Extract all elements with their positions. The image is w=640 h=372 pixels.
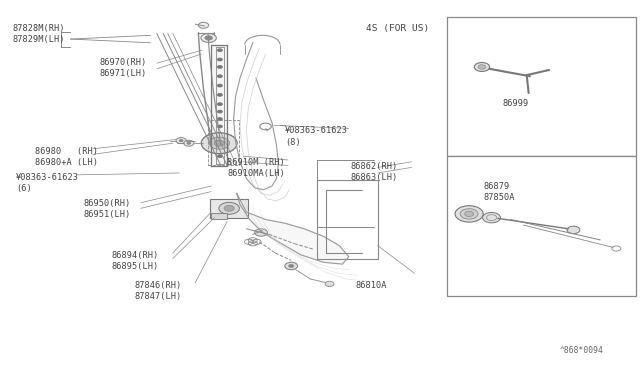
Circle shape <box>214 140 225 146</box>
Text: ¥08363-61623
(6): ¥08363-61623 (6) <box>16 173 79 193</box>
Circle shape <box>218 84 223 87</box>
Circle shape <box>218 140 223 143</box>
Text: 86999: 86999 <box>502 99 529 108</box>
Circle shape <box>567 226 580 234</box>
Circle shape <box>176 138 186 144</box>
Circle shape <box>460 209 478 219</box>
Circle shape <box>202 133 237 154</box>
Circle shape <box>218 58 223 61</box>
Circle shape <box>455 206 483 222</box>
Circle shape <box>179 140 183 142</box>
Bar <box>210 199 248 218</box>
Circle shape <box>289 264 294 267</box>
Text: 4S (FOR US): 4S (FOR US) <box>366 24 429 33</box>
Polygon shape <box>211 45 227 166</box>
Circle shape <box>218 103 223 106</box>
Circle shape <box>465 211 474 217</box>
Bar <box>447 156 636 296</box>
Circle shape <box>205 36 212 40</box>
Circle shape <box>201 33 216 42</box>
Circle shape <box>218 125 223 128</box>
Circle shape <box>325 281 334 286</box>
Circle shape <box>184 140 194 146</box>
Circle shape <box>218 65 223 68</box>
Text: 86910M (RH)
86910MA(LH): 86910M (RH) 86910MA(LH) <box>227 158 285 178</box>
Text: ¥08363-61623
(8): ¥08363-61623 (8) <box>285 126 348 147</box>
Circle shape <box>218 155 223 158</box>
Circle shape <box>198 22 209 28</box>
Circle shape <box>219 202 239 214</box>
Bar <box>211 213 227 219</box>
Circle shape <box>218 110 223 113</box>
Circle shape <box>218 93 223 96</box>
Text: 86879
87850A: 86879 87850A <box>483 182 515 202</box>
Text: 87828M(RH)
87829M(LH): 87828M(RH) 87829M(LH) <box>13 24 65 44</box>
Text: 86950(RH)
86951(LH): 86950(RH) 86951(LH) <box>83 199 131 219</box>
Text: 87846(RH)
87847(LH): 87846(RH) 87847(LH) <box>134 281 182 301</box>
Circle shape <box>218 118 223 121</box>
Text: ^868*0094: ^868*0094 <box>560 346 604 355</box>
Circle shape <box>187 142 191 144</box>
Text: 86894(RH)
86895(LH): 86894(RH) 86895(LH) <box>112 251 159 271</box>
Polygon shape <box>237 193 349 264</box>
Bar <box>317 180 378 259</box>
Text: 86810A: 86810A <box>355 281 387 290</box>
Circle shape <box>474 62 490 71</box>
Bar <box>447 17 636 156</box>
Bar <box>208 120 239 165</box>
Circle shape <box>218 132 223 135</box>
Circle shape <box>483 212 500 223</box>
Circle shape <box>218 49 223 52</box>
Circle shape <box>285 262 298 270</box>
Circle shape <box>255 229 268 236</box>
Text: 86862(RH)
86863(LH): 86862(RH) 86863(LH) <box>351 162 398 182</box>
Circle shape <box>209 137 230 149</box>
Circle shape <box>478 65 486 69</box>
Text: 86980   (RH)
86980+A (LH): 86980 (RH) 86980+A (LH) <box>35 147 98 167</box>
Circle shape <box>224 205 234 211</box>
Circle shape <box>218 75 223 78</box>
Circle shape <box>218 147 223 150</box>
Text: 86970(RH)
86971(LH): 86970(RH) 86971(LH) <box>99 58 147 78</box>
